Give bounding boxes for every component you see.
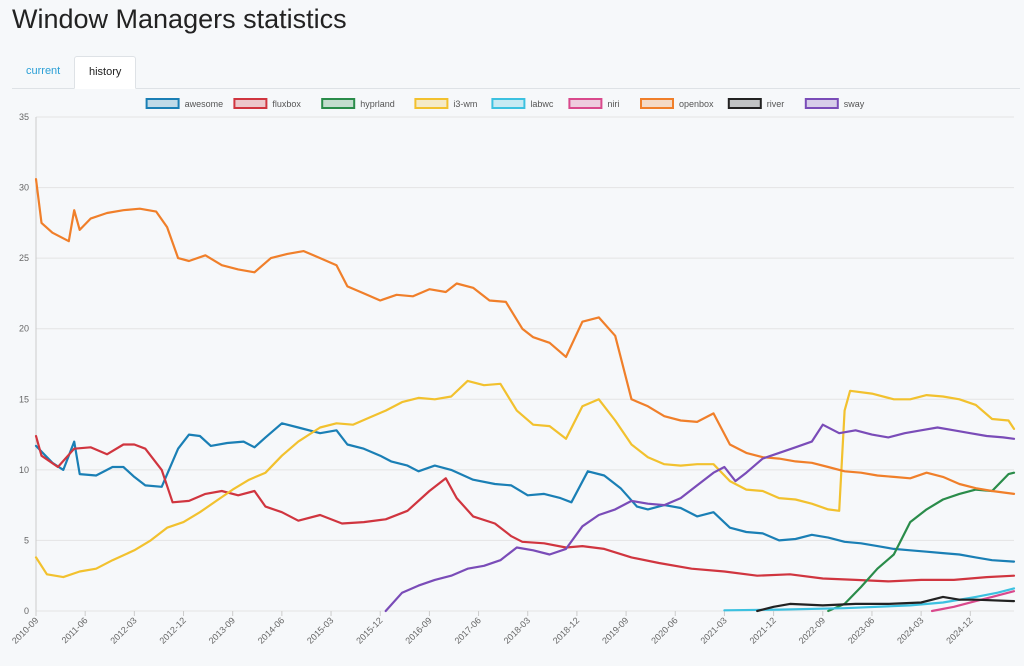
- y-tick-label: 5: [24, 535, 29, 545]
- legend-label: awesome: [185, 99, 224, 109]
- chart-legend: awesome fluxbox hyprland i3-wm labwc niri open…: [145, 98, 865, 109]
- x-tick-label: 2020-06: [649, 615, 679, 645]
- x-tick-label: 2015-12: [354, 615, 384, 645]
- legend-swatch: [640, 98, 674, 109]
- x-tick-label: 2011-06: [60, 615, 90, 645]
- x-tick-label: 2013-09: [207, 615, 237, 645]
- y-tick-label: 20: [19, 324, 29, 334]
- x-tick-label: 2016-09: [403, 615, 433, 645]
- x-axis: 2010-09 2011-06 2012-03 2012-12 2013-09 2014-…: [10, 611, 975, 646]
- legend-item-openbox[interactable]: openbox: [640, 98, 714, 109]
- series-line-labwc: [723, 587, 1016, 612]
- x-tick-label: 2012-12: [158, 615, 188, 645]
- legend-item-fluxbox[interactable]: fluxbox: [233, 98, 301, 109]
- x-tick-label: 2012-03: [108, 615, 138, 645]
- y-tick-label: 35: [19, 112, 29, 122]
- legend-swatch: [233, 98, 268, 109]
- tab-history[interactable]: history: [74, 56, 137, 89]
- legend-label: i3-wm: [453, 99, 477, 109]
- x-tick-label: 2021-12: [748, 615, 778, 645]
- y-tick-label: 25: [19, 253, 29, 263]
- series-line-openbox: [34, 178, 1016, 495]
- legend-label: niri: [607, 99, 619, 109]
- tab-bar: current history: [12, 56, 1020, 89]
- series-line-river: [756, 595, 1016, 613]
- y-tick-label: 10: [19, 465, 29, 475]
- line-chart: awesome fluxbox hyprland i3-wm labwc niri open…: [10, 98, 1016, 646]
- legend-label: labwc: [530, 99, 554, 109]
- page-title: Window Managers statistics: [12, 4, 347, 34]
- x-tick-label: 2022-09: [797, 615, 827, 645]
- x-tick-label: 2014-06: [256, 615, 286, 645]
- legend-item-labwc[interactable]: labwc: [491, 98, 554, 109]
- x-tick-label: 2018-03: [502, 615, 532, 645]
- x-tick-label: 2010-09: [10, 615, 40, 645]
- chart-series: [34, 178, 1016, 613]
- x-tick-label: 2024-03: [895, 615, 925, 645]
- legend-swatch: [727, 98, 762, 109]
- legend-item-awesome[interactable]: awesome: [145, 98, 224, 109]
- legend-swatch: [568, 98, 603, 109]
- series-line-niri: [930, 590, 1016, 613]
- legend-swatch: [804, 98, 839, 109]
- legend-swatch: [491, 98, 526, 109]
- legend-item-i3-wm[interactable]: i3-wm: [414, 98, 477, 109]
- legend-label: openbox: [679, 99, 714, 109]
- x-tick-label: 2019-09: [600, 615, 630, 645]
- series-line-i3-wm: [34, 379, 1016, 579]
- x-tick-label: 2015-03: [305, 615, 335, 645]
- x-tick-label: 2017-06: [453, 615, 483, 645]
- legend-label: fluxbox: [272, 99, 301, 109]
- x-tick-label: 2018-12: [551, 615, 581, 645]
- legend-item-sway[interactable]: sway: [804, 98, 865, 109]
- legend-label: river: [767, 99, 785, 109]
- legend-swatch: [414, 98, 449, 109]
- legend-item-river[interactable]: river: [727, 98, 785, 109]
- series-line-fluxbox: [34, 434, 1016, 583]
- y-tick-label: 30: [19, 183, 29, 193]
- series-line-sway: [384, 423, 1016, 613]
- y-tick-label: 15: [19, 394, 29, 404]
- chart-grid: [36, 116, 1014, 612]
- x-tick-label: 2024-12: [944, 615, 974, 645]
- x-tick-label: 2023-06: [846, 615, 876, 645]
- series-line-awesome: [34, 422, 1016, 563]
- legend-label: sway: [844, 99, 865, 109]
- x-tick-label: 2021-03: [698, 615, 728, 645]
- tab-current[interactable]: current: [26, 65, 61, 77]
- legend-swatch: [145, 98, 180, 109]
- y-axis: 0 5 10 15 20 25 30 35: [19, 112, 37, 616]
- legend-label: hyprland: [360, 99, 395, 109]
- legend-swatch: [321, 98, 356, 109]
- legend-item-niri[interactable]: niri: [568, 98, 619, 109]
- legend-item-hyprland[interactable]: hyprland: [321, 98, 395, 109]
- y-tick-label: 0: [24, 606, 29, 616]
